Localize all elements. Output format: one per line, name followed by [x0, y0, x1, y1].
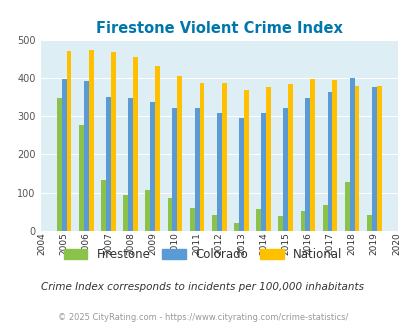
Bar	[265, 87, 270, 231]
Bar	[221, 83, 226, 231]
Bar	[322, 205, 327, 231]
Bar	[371, 87, 376, 231]
Bar	[62, 79, 66, 231]
Bar	[234, 222, 239, 231]
Bar	[123, 195, 128, 231]
Bar	[366, 214, 371, 231]
Bar	[332, 80, 337, 231]
Bar	[305, 98, 309, 231]
Bar	[172, 108, 177, 231]
Bar	[133, 57, 138, 231]
Text: © 2025 CityRating.com - https://www.cityrating.com/crime-statistics/: © 2025 CityRating.com - https://www.city…	[58, 313, 347, 322]
Bar	[243, 90, 248, 231]
Bar	[155, 66, 160, 231]
Bar	[89, 50, 94, 231]
Bar	[256, 209, 260, 231]
Bar	[128, 98, 133, 231]
Bar	[167, 198, 172, 231]
Bar	[344, 182, 349, 231]
Bar	[283, 108, 288, 231]
Bar	[278, 216, 283, 231]
Bar	[327, 92, 332, 231]
Bar	[239, 118, 243, 231]
Bar	[216, 113, 221, 231]
Bar	[260, 113, 265, 231]
Bar	[300, 211, 305, 231]
Bar	[354, 86, 358, 231]
Text: Crime Index corresponds to incidents per 100,000 inhabitants: Crime Index corresponds to incidents per…	[41, 282, 364, 292]
Bar	[199, 83, 204, 231]
Bar	[177, 76, 182, 231]
Bar	[150, 102, 155, 231]
Bar	[194, 108, 199, 231]
Title: Firestone Violent Crime Index: Firestone Violent Crime Index	[96, 21, 342, 36]
Legend: Firestone, Colorado, National: Firestone, Colorado, National	[59, 244, 346, 266]
Bar	[57, 98, 62, 231]
Bar	[66, 51, 71, 231]
Bar	[101, 180, 106, 231]
Bar	[145, 190, 150, 231]
Bar	[84, 81, 89, 231]
Bar	[79, 125, 84, 231]
Bar	[189, 208, 194, 231]
Bar	[111, 52, 115, 231]
Bar	[211, 214, 216, 231]
Bar	[288, 84, 292, 231]
Bar	[349, 78, 354, 231]
Bar	[309, 79, 314, 231]
Bar	[106, 97, 111, 231]
Bar	[376, 86, 381, 231]
